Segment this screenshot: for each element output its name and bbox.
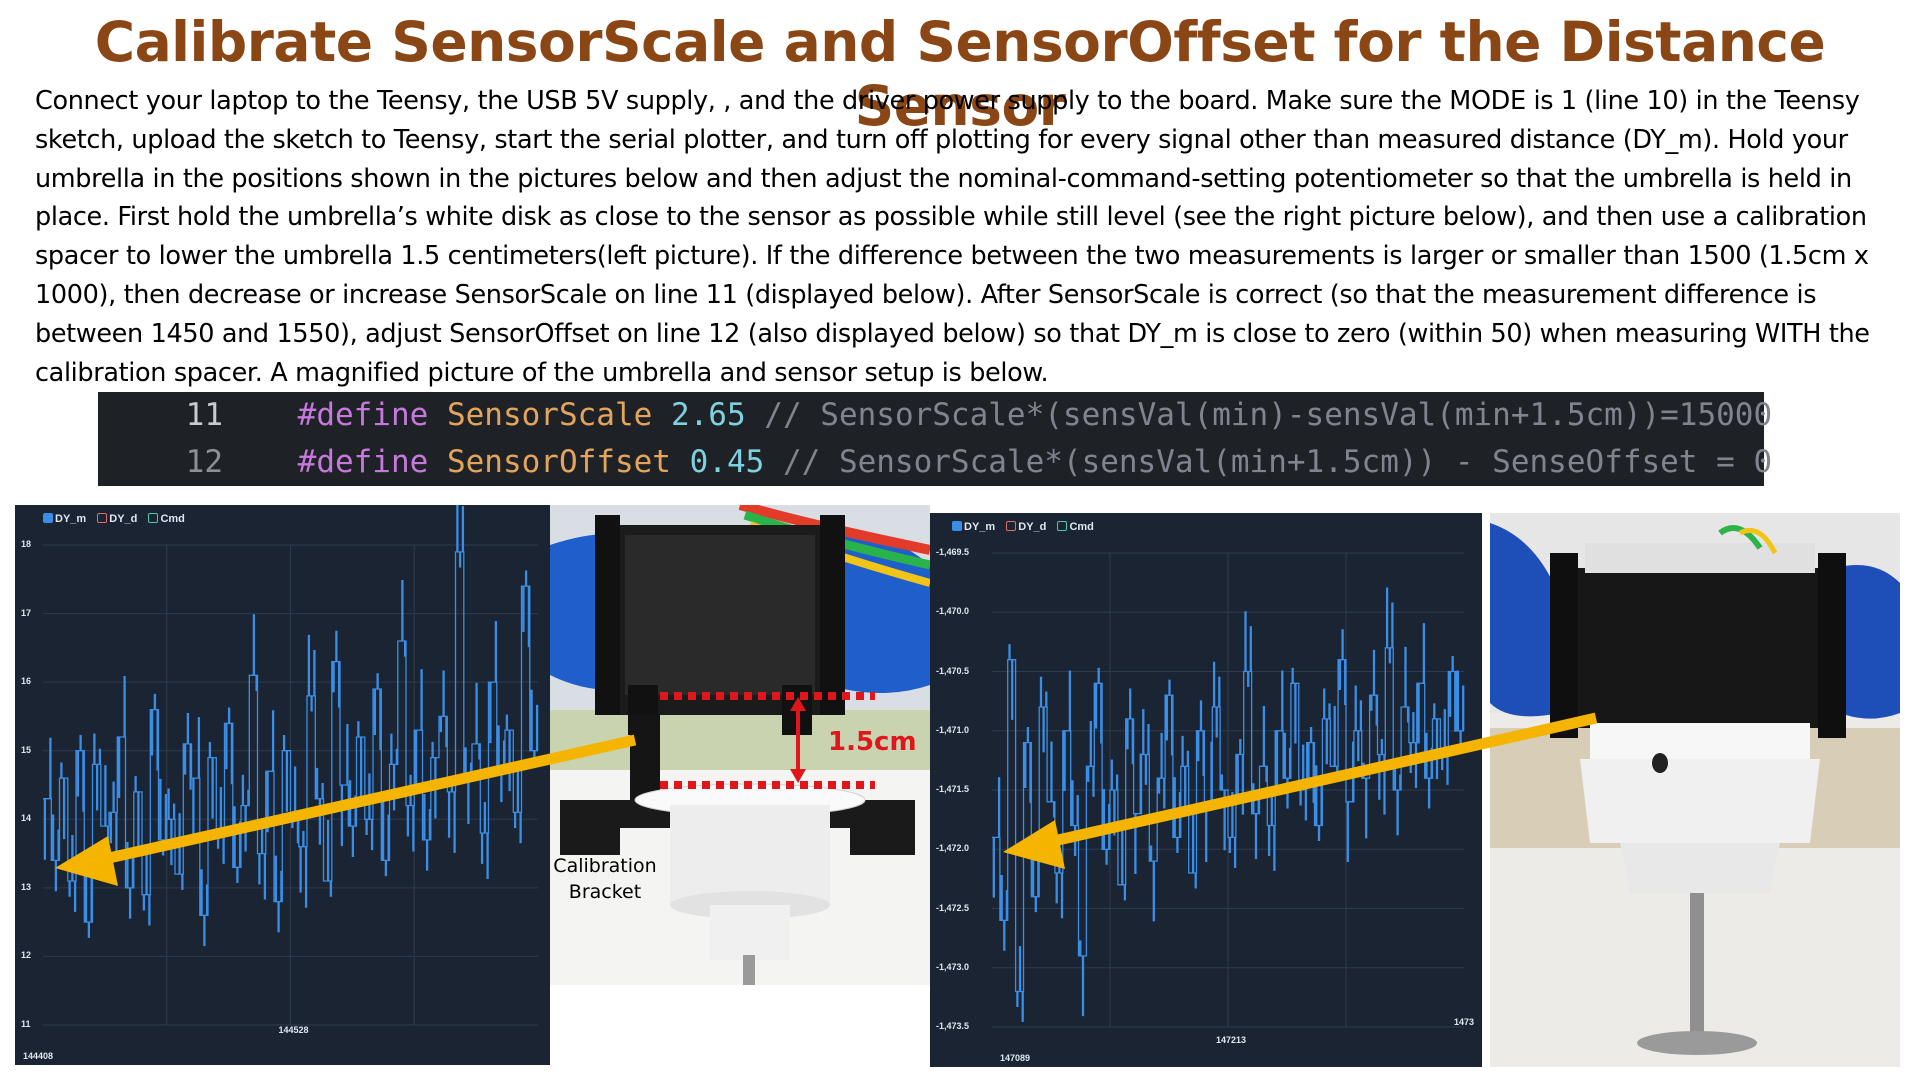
code-comment: // SensorScale*(sensVal(min+1.5cm)) - Se… [782, 444, 1773, 480]
y-tick-label: 11 [21, 1019, 31, 1029]
plot-legend: DY_m DY_d Cmd [43, 513, 193, 525]
x-tick-label: 144408 [23, 1051, 54, 1061]
directive: #define [297, 444, 429, 480]
y-tick-label: -1,470.0 [936, 606, 970, 617]
code-snippet: 11 #define SensorScale 2.65 // SensorSca… [98, 392, 1772, 486]
y-tick-label: -1,472.0 [936, 843, 970, 854]
x-tick-label: 144528 [278, 1025, 309, 1035]
legend-cmd: Cmd [1069, 521, 1094, 533]
legend-dy-m: DY_m [964, 521, 996, 533]
plot-canvas [992, 552, 1465, 1028]
x-tick-label: 1473 [1454, 1017, 1475, 1027]
macro-value: 2.65 [670, 397, 746, 433]
line-number: 11 [185, 397, 223, 433]
y-tick-label: 16 [21, 676, 32, 687]
y-tick-label: -1,471.5 [936, 784, 970, 794]
code-line-11: 11 #define SensorScale 2.65 // SensorSca… [98, 392, 1772, 438]
y-tick-label: -1,473.5 [936, 1021, 970, 1031]
y-tick-label: 17 [21, 607, 32, 618]
x-tick-label: 147213 [1216, 1035, 1247, 1045]
serial-plot-without-spacer: DY_m DY_d Cmd -1,469.5 -1,470.0 -1,470.5 -1… [930, 513, 1482, 1067]
line-number: 12 [185, 444, 223, 480]
legend-cmd: Cmd [160, 513, 185, 525]
y-tick-label: -1,472.5 [936, 902, 970, 913]
legend-dy-d: DY_d [109, 513, 138, 525]
calibration-bracket-caption: Calibration Bracket [550, 853, 660, 905]
directive: #define [297, 397, 429, 433]
y-tick-label: 12 [21, 950, 32, 961]
code-line-12: 12 #define SensorOffset 0.45 // SensorSc… [98, 439, 1772, 485]
page-title: Calibrate SensorScale and SensorOffset f… [94, 10, 1826, 138]
caption-line-1: Calibration [553, 855, 657, 877]
right-arrow [1003, 712, 1598, 869]
caption-line-2: Bracket [568, 881, 642, 903]
sensor-bracket-illustration [550, 505, 930, 985]
macro-name: SensorOffset [446, 444, 671, 480]
sensor-closeup-illustration [1490, 513, 1900, 1067]
y-tick-label: -1,470.5 [936, 665, 970, 676]
photo-sensor-without-spacer [1490, 513, 1900, 1067]
series-line-dy-m [992, 587, 1465, 1022]
y-tick-label: 15 [21, 744, 32, 755]
macro-value: 0.45 [689, 444, 765, 480]
instructions-paragraph: Connect your laptop to the Teensy, the U… [35, 86, 1870, 388]
photo-sensor-with-spacer: 1.5cm Calibration Bracket [550, 505, 930, 985]
y-tick-label: 13 [21, 881, 32, 892]
y-tick-label: 18 [21, 539, 32, 549]
y-tick-label: -1,471.0 [936, 724, 970, 735]
code-comment: // SensorScale*(sensVal(min)-sensVal(min… [764, 397, 1773, 433]
spacer-height-label: 1.5cm [828, 727, 917, 757]
y-tick-label: -1,473.0 [936, 961, 970, 972]
macro-name: SensorScale [446, 397, 653, 433]
serial-plot-with-spacer: DY_m DY_d Cmd 18 17 16 15 14 13 12 11 144408 1445… [15, 505, 550, 1065]
plot-canvas [43, 505, 539, 1026]
x-tick-label: 147089 [1000, 1053, 1031, 1063]
plot-legend: DY_m DY_d Cmd [952, 521, 1102, 533]
left-arrow [55, 734, 637, 886]
legend-dy-d: DY_d [1018, 521, 1047, 533]
y-tick-label: -1,469.5 [936, 547, 970, 557]
y-tick-label: 14 [21, 813, 32, 824]
legend-dy-m: DY_m [55, 513, 87, 525]
